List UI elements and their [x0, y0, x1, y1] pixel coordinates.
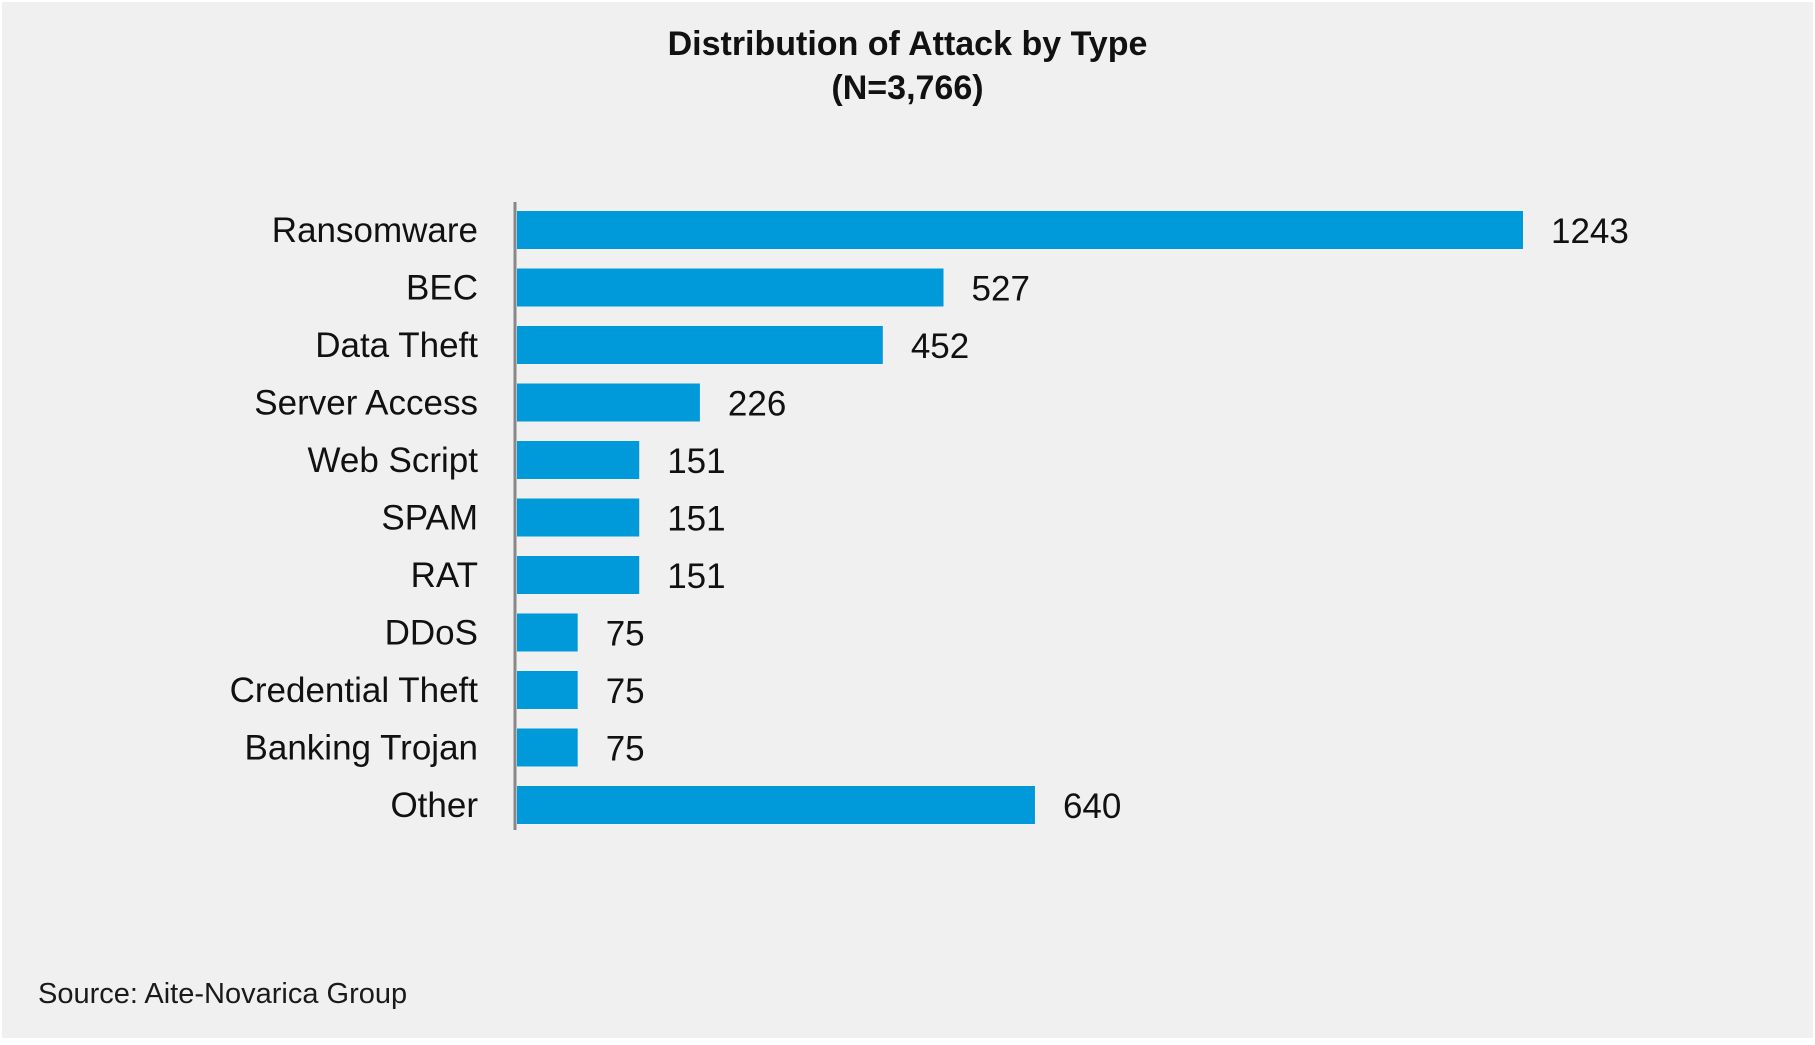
chart-title: Distribution of Attack by Type	[667, 25, 1148, 63]
bar-bec	[517, 268, 944, 307]
category-label: Other	[390, 786, 478, 825]
data-label: 640	[1063, 787, 1121, 826]
category-label: Banking Trojan	[245, 729, 478, 768]
data-label: 75	[606, 615, 645, 654]
category-label: SPAM	[381, 499, 478, 538]
category-label: BEC	[406, 269, 478, 308]
data-label: 527	[972, 270, 1030, 309]
bar-rat	[517, 556, 640, 594]
chart-subtitle: (N=3,766)	[831, 69, 984, 107]
bar-banking-trojan	[517, 728, 578, 767]
bar-ransomware	[517, 211, 1523, 249]
category-label: DDoS	[385, 614, 478, 653]
data-label: 226	[728, 385, 786, 424]
category-label: Server Access	[254, 384, 478, 423]
bar-server-access	[517, 383, 700, 422]
data-label: 151	[667, 557, 725, 596]
bar-web-script	[517, 441, 640, 479]
bar-ddos	[517, 613, 578, 652]
category-label: Web Script	[307, 441, 478, 480]
category-label: Ransomware	[272, 211, 478, 250]
data-label: 75	[606, 730, 645, 769]
data-label: 75	[606, 672, 645, 711]
bar-data-theft	[517, 326, 883, 364]
bar-other	[517, 786, 1035, 824]
bar-credential-theft	[517, 671, 578, 709]
data-label: 1243	[1551, 212, 1629, 251]
category-label: Data Theft	[315, 326, 478, 365]
category-label: RAT	[411, 556, 478, 595]
bar-spam	[517, 498, 640, 537]
category-label: Credential Theft	[230, 671, 479, 710]
source-note: Source: Aite-Novarica Group	[38, 978, 408, 1010]
data-label: 452	[911, 327, 969, 366]
data-label: 151	[667, 500, 725, 539]
chart-title-block: Distribution of Attack by Type (N=3,766)	[2, 22, 1813, 110]
data-label: 151	[667, 442, 725, 481]
